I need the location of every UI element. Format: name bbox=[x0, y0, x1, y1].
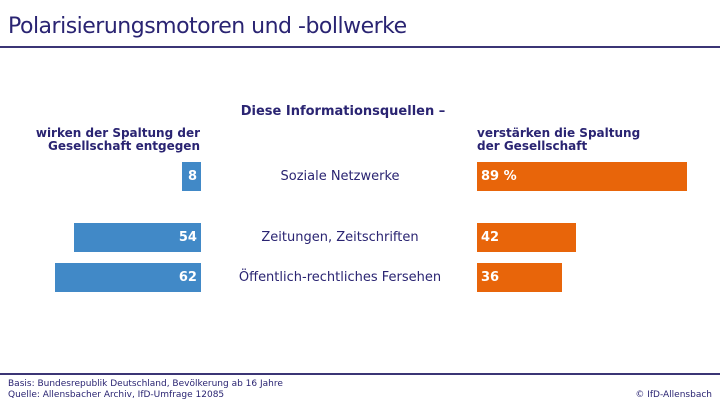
bar-right: 42 bbox=[477, 223, 577, 252]
page-title: Polarisierungsmotoren und -bollwerke bbox=[8, 14, 407, 39]
right-header: verstärken die Spaltung der Gesellschaft bbox=[477, 127, 640, 153]
left-header: wirken der Spaltung der Gesellschaft ent… bbox=[36, 127, 200, 153]
category-label: Soziale Netzwerke bbox=[280, 169, 400, 184]
bar-left: 54 bbox=[73, 223, 201, 252]
left-header-line2: Gesellschaft entgegen bbox=[48, 139, 200, 153]
chart-subtitle: Diese Informationsquellen – bbox=[240, 104, 446, 119]
right-header-line2: der Gesellschaft bbox=[477, 139, 588, 153]
footer-source: Quelle: Allensbacher Archiv, IfD-Umfrage… bbox=[8, 390, 225, 400]
bar-left: 62 bbox=[54, 263, 201, 292]
right-header-line1: verstärken die Spaltung bbox=[477, 126, 641, 140]
category-label: Öffentlich-rechtliches Fersehen bbox=[238, 270, 442, 285]
bar-left: 8 bbox=[182, 162, 201, 191]
category-label: Zeitungen, Zeitschriften bbox=[261, 230, 419, 245]
footer-basis: Basis: Bundesrepublik Deutschland, Bevöl… bbox=[8, 379, 283, 389]
footer-copyright: © IfD-Allensbach bbox=[635, 390, 712, 400]
left-header-line1: wirken der Spaltung der bbox=[35, 126, 200, 140]
footer-divider bbox=[0, 373, 720, 375]
bar-right: 36 bbox=[477, 263, 562, 292]
bar-right: 89 % bbox=[477, 162, 688, 191]
title-divider bbox=[0, 46, 720, 48]
